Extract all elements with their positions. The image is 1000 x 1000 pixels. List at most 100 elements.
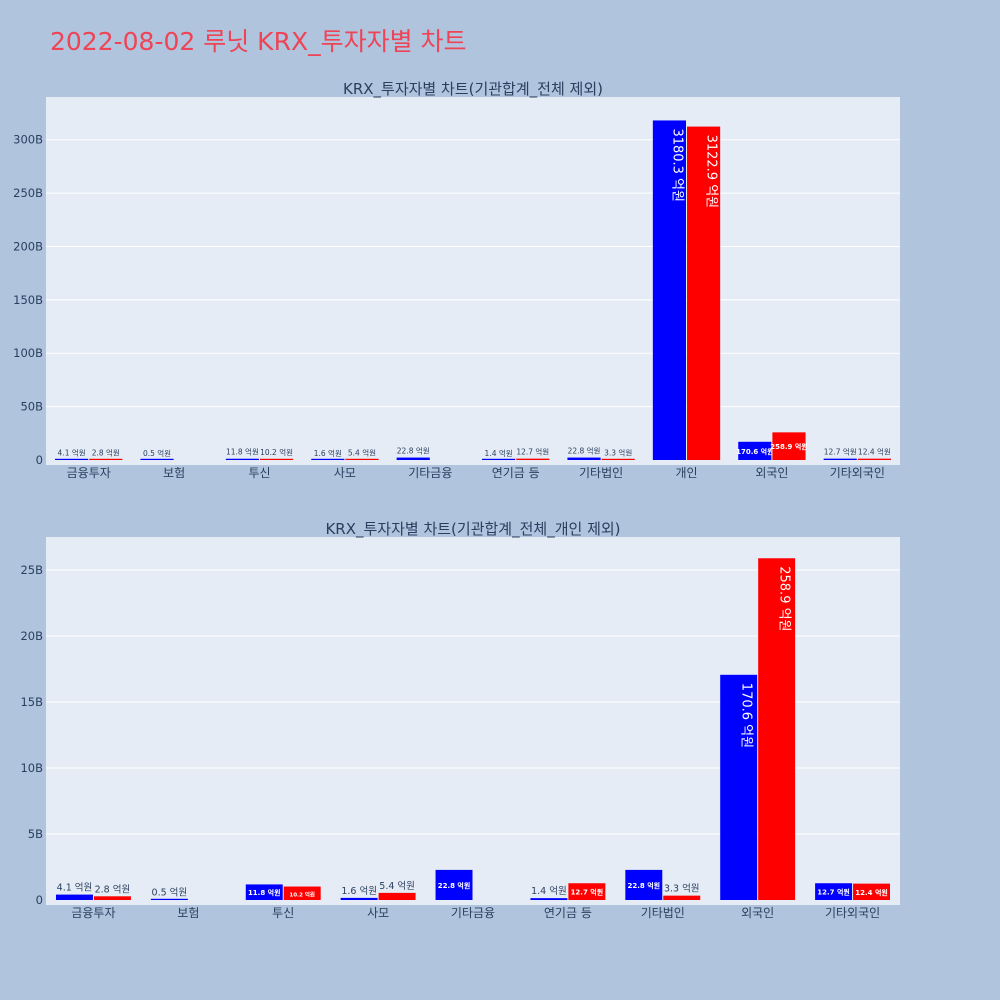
x-tick-label: 금융투자: [67, 466, 111, 480]
data-label: 22.8 억원: [397, 447, 430, 456]
bar: [625, 869, 663, 900]
data-label: 170.6 억원: [739, 683, 754, 748]
data-label: 12.7 억원: [824, 448, 857, 457]
data-label: 2.8 억원: [92, 449, 120, 458]
data-label: 22.8 억원: [628, 881, 661, 890]
bar: [853, 883, 891, 900]
data-label: 5.4 억원: [379, 880, 415, 892]
bar: [55, 458, 89, 460]
data-label: 4.1 억원: [57, 882, 93, 894]
x-tick-label: 금융투자: [71, 906, 115, 920]
data-label: 3180.3 억원: [669, 128, 684, 202]
x-tick-label: 기타금융: [408, 466, 452, 480]
bar: [687, 126, 721, 460]
x-tick-label: 사모: [334, 466, 356, 480]
x-tick-label: 투신: [248, 466, 270, 480]
data-label: 4.1 억원: [58, 449, 86, 458]
x-tick-label: 기타외국인: [830, 466, 885, 480]
data-label: 12.7 억원: [571, 888, 604, 897]
x-tick-label: 보험: [163, 466, 185, 480]
bar: [772, 432, 806, 460]
y-tick-label: 0: [36, 453, 43, 467]
bar: [396, 457, 430, 460]
y-tick-label: 0: [36, 893, 43, 907]
bar: [857, 458, 891, 460]
y-tick-label: 20B: [20, 629, 43, 643]
data-label: 11.8 억원: [248, 888, 281, 897]
y-tick-label: 250B: [13, 186, 43, 200]
x-tick-label: 사모: [367, 906, 389, 920]
data-label: 2.8 억원: [95, 883, 131, 895]
data-label: 1.6 억원: [341, 885, 377, 897]
y-tick-label: 25B: [20, 563, 43, 577]
page-title: 2022-08-02 루닛 KRX_투자자별 차트: [50, 27, 467, 56]
bar: [245, 884, 283, 900]
bar: [93, 896, 131, 900]
bar: [815, 883, 853, 900]
y-tick-label: 300B: [13, 133, 43, 147]
data-label: 5.4 억원: [348, 448, 376, 457]
bar: [378, 892, 416, 900]
bar: [89, 458, 123, 460]
data-label: 11.8 억원: [226, 448, 259, 457]
bar: [567, 457, 601, 460]
data-label: 170.6 억원: [736, 447, 773, 456]
x-tick-label: 개인: [675, 466, 697, 480]
data-label: 12.4 억원: [858, 448, 891, 457]
bar: [311, 458, 345, 460]
data-label: 12.4 억원: [855, 888, 888, 897]
data-label: 3.3 억원: [664, 883, 700, 895]
bar: [758, 558, 796, 900]
x-tick-label: 기타금융: [451, 906, 495, 920]
bar: [260, 458, 294, 460]
data-label: 12.7 억원: [817, 888, 850, 897]
y-tick-label: 50B: [20, 400, 43, 414]
data-label: 1.6 억원: [314, 449, 342, 458]
data-label: 12.7 억원: [516, 448, 549, 457]
data-label: 10.2 억원: [260, 448, 293, 457]
data-label: 0.5 억원: [152, 886, 188, 898]
bar: [823, 458, 857, 460]
bar: [652, 120, 686, 460]
bar: [568, 883, 606, 900]
bar: [340, 897, 378, 900]
data-label: 258.9 억원: [770, 442, 807, 451]
bar: [516, 458, 550, 460]
y-tick-label: 15B: [20, 695, 43, 709]
bar: [720, 674, 758, 900]
bar: [150, 898, 188, 900]
data-label: 3122.9 억원: [704, 135, 719, 209]
bar: [435, 869, 473, 900]
data-label: 22.8 억원: [568, 447, 601, 456]
bar: [283, 886, 321, 900]
y-tick-label: 10B: [20, 761, 43, 775]
bar: [345, 458, 379, 460]
bar: [55, 894, 93, 900]
x-tick-label: 연기금 등: [544, 906, 592, 920]
x-tick-label: 연기금 등: [492, 466, 540, 480]
x-tick-label: 보험: [177, 906, 199, 920]
data-label: 3.3 억원: [604, 449, 632, 458]
chart-title: KRX_투자자별 차트(기관합계_전체_개인 제외): [325, 520, 620, 539]
bar: [225, 458, 259, 460]
plot-area-1: [46, 97, 900, 465]
x-tick-label: 외국인: [755, 466, 788, 480]
data-label: 258.9 억원: [777, 566, 792, 631]
bar: [482, 458, 516, 460]
data-label: 1.4 억원: [485, 449, 513, 458]
x-tick-label: 기타법인: [641, 906, 685, 920]
bar: [663, 895, 701, 900]
data-label: 22.8 억원: [438, 881, 471, 890]
data-label: 10.2 억원: [289, 890, 315, 898]
chart-title: KRX_투자자별 차트(기관합계_전체 제외): [343, 80, 603, 99]
x-tick-label: 기타법인: [579, 466, 623, 480]
bar: [530, 898, 568, 900]
x-tick-label: 기타외국인: [825, 906, 880, 920]
bar: [601, 458, 635, 460]
x-tick-label: 투신: [272, 906, 294, 920]
x-tick-label: 외국인: [741, 906, 774, 920]
y-tick-label: 150B: [13, 293, 43, 307]
bar: [738, 441, 772, 460]
y-tick-label: 100B: [13, 346, 43, 360]
